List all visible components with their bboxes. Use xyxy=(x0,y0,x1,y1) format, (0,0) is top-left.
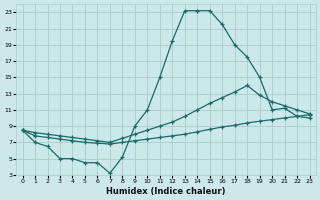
X-axis label: Humidex (Indice chaleur): Humidex (Indice chaleur) xyxy=(106,187,226,196)
